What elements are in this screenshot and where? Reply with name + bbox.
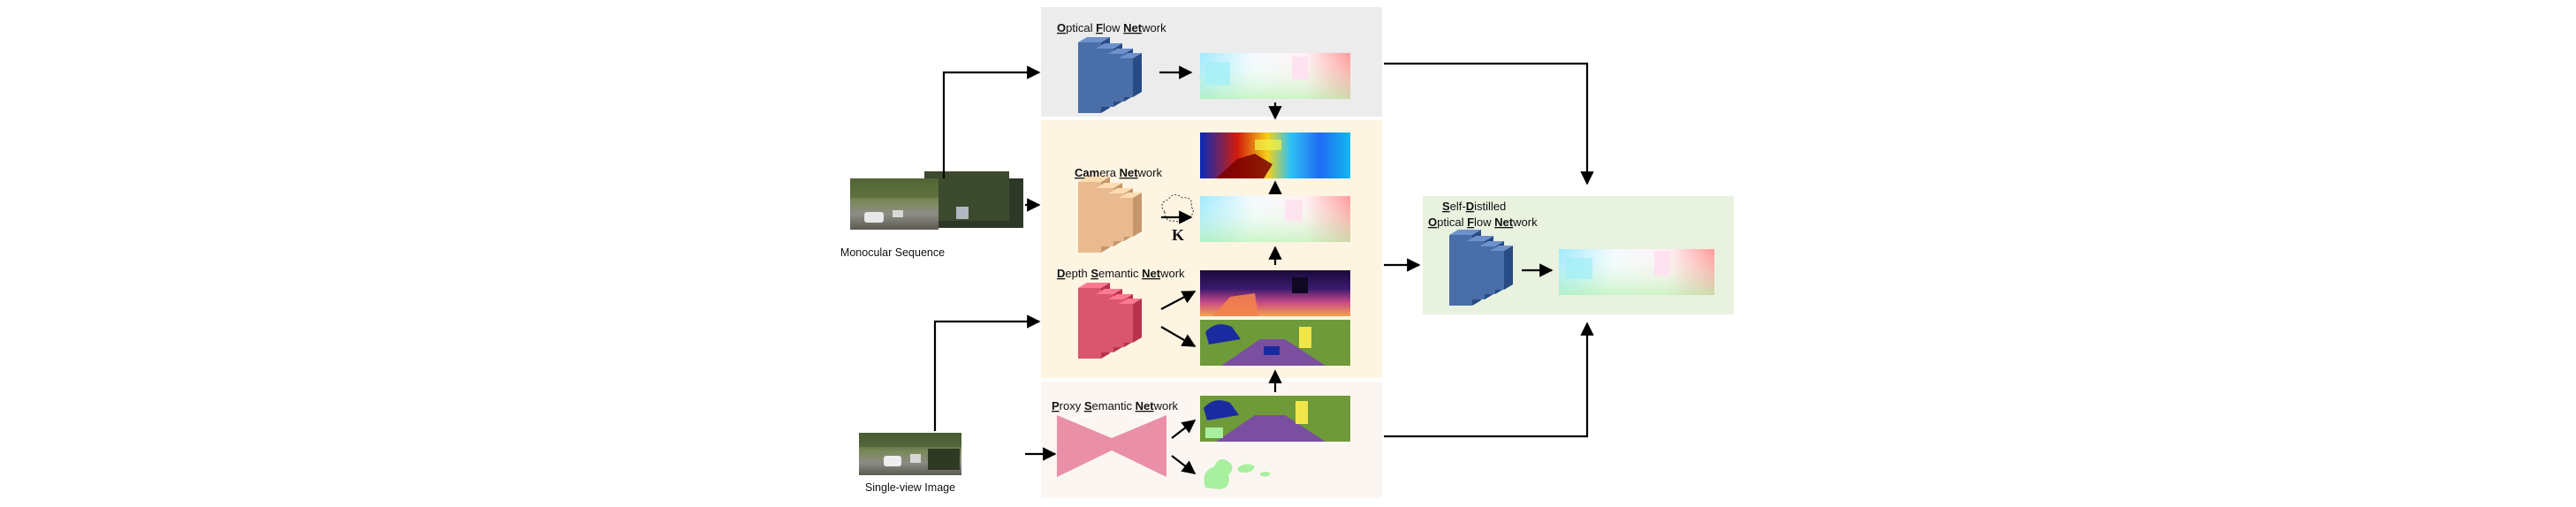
network-block-top: [1467, 236, 1493, 241]
optical-flow-network-title: Optical Flow Network: [1057, 21, 1166, 34]
self-distilled-line2-part: Net: [1494, 216, 1514, 229]
single-view-image: [859, 433, 961, 475]
proxy-mask-map: [1204, 458, 1271, 489]
network-block-top: [1479, 241, 1504, 246]
network-block-side: [1133, 193, 1142, 237]
network-block-top: [1119, 299, 1142, 304]
single-view-image-label: Single-view Image: [865, 481, 955, 494]
self-distilled-line1-part: istilled: [1474, 200, 1506, 213]
network-block-top: [1108, 49, 1133, 54]
optical-flow-title-part: low: [1103, 21, 1123, 34]
self-distilled-title-line1: Self-Distilled: [1442, 200, 1506, 213]
self-distilled-line2-part: low: [1474, 216, 1494, 229]
network-block-top: [1096, 43, 1122, 49]
optical-flow-title-part: O: [1057, 21, 1066, 34]
depth-semantic-network-title: Depth Semantic Network: [1057, 267, 1185, 280]
depth-title-part: Net: [1142, 267, 1161, 280]
proxy-title-part: work: [1153, 399, 1179, 412]
network-block: [1119, 198, 1133, 237]
network-block: [1119, 304, 1133, 343]
depth-title-part: epth: [1065, 267, 1090, 280]
network-block-top: [1096, 289, 1122, 294]
connector-arrows: [933, 62, 1594, 474]
depth-title-part: D: [1057, 267, 1065, 280]
network-block-side: [1133, 53, 1142, 97]
self-distilled-flow-map: [1559, 249, 1714, 295]
depth-map: [1200, 270, 1350, 316]
network-block-top: [1449, 230, 1481, 235]
proxy-semantic-network-icon: [1057, 412, 1166, 477]
depth-title-part: work: [1159, 267, 1185, 280]
network-block-top: [1108, 294, 1133, 299]
network-block-side: [1133, 299, 1142, 343]
camera-intrinsics-k-label: K: [1172, 226, 1184, 244]
depth-semantic-network-icon: [1078, 283, 1142, 359]
network-block-top: [1078, 37, 1110, 42]
error-heatmap: [1200, 132, 1350, 178]
optical-flow-title-part: Net: [1123, 21, 1143, 34]
optical-flow-title-part: ptical: [1066, 21, 1096, 34]
self-distilled-line1-part: S: [1442, 200, 1450, 213]
network-block-top: [1108, 188, 1133, 193]
proxy-title-part: emantic: [1092, 399, 1136, 412]
network-block-side: [1504, 246, 1513, 290]
proxy-title-part: S: [1084, 399, 1092, 412]
self-distilled-line2-part: work: [1512, 216, 1538, 229]
self-distilled-line1-part: D: [1466, 200, 1474, 213]
depth-title-part: S: [1090, 267, 1098, 280]
self-distilled-title-line2: Optical Flow Network: [1428, 216, 1538, 229]
optical-flow-network-icon: [1078, 37, 1142, 113]
network-block: [1490, 251, 1504, 290]
camera-title-part: Net: [1120, 166, 1139, 179]
network-block-top: [1096, 183, 1122, 188]
optical-flow-title-part: F: [1096, 21, 1103, 34]
semantic-map: [1200, 320, 1350, 366]
camera-network-title: Camera Network: [1075, 166, 1162, 179]
optical-flow-title-part: work: [1141, 21, 1166, 34]
monocular-sequence-label: Monocular Sequence: [840, 246, 945, 259]
network-block-top: [1078, 177, 1110, 182]
monocular-sequence-images: [850, 171, 1023, 230]
self-distilled-line2-part: ptical: [1437, 216, 1467, 229]
camera-network-icon: [1078, 177, 1142, 253]
network-block-top: [1078, 283, 1110, 288]
network-block-top: [1490, 246, 1513, 251]
proxy-semantic-map: [1200, 396, 1350, 442]
self-distilled-network-icon: [1449, 230, 1513, 306]
proxy-title-part: roxy: [1060, 399, 1084, 412]
proxy-semantic-network-title: Proxy Semantic Network: [1052, 399, 1179, 412]
self-distilled-line2-part: F: [1467, 216, 1474, 229]
optical-flow-map: [1200, 53, 1350, 99]
self-distilled-line1-part: elf-: [1450, 200, 1466, 213]
self-distilled-line2-part: O: [1428, 216, 1437, 229]
camera-title-part: era: [1099, 166, 1119, 179]
proxy-title-part: Net: [1136, 399, 1155, 412]
network-block-top: [1119, 193, 1142, 198]
depth-title-part: emantic: [1098, 267, 1142, 280]
camera-title-part: work: [1137, 166, 1163, 179]
network-block-top: [1119, 53, 1142, 58]
network-block: [1119, 58, 1133, 97]
proxy-title-part: P: [1052, 399, 1060, 412]
rigid-flow-map: [1200, 196, 1350, 242]
camera-title-part: Cam: [1075, 166, 1099, 179]
